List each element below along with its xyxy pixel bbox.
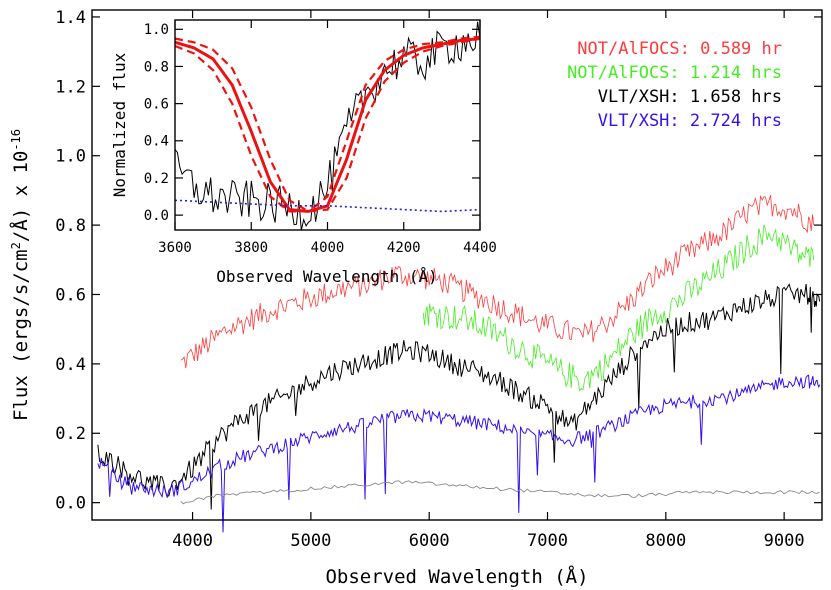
inset-x-tick-label: 3800 bbox=[234, 240, 268, 256]
main-y-tick-label: 0.4 bbox=[55, 355, 86, 375]
inset-series-error bbox=[174, 199, 481, 213]
inset-x-tick-label: 4000 bbox=[311, 240, 345, 256]
main-y-tick-label: 1.2 bbox=[55, 77, 86, 97]
legend-entry-not-alfocs-0589: NOT/AlFOCS: 0.589 hr bbox=[577, 39, 782, 59]
inset-line-error bbox=[174, 199, 481, 213]
main-y-ticks: 0.0 0.2 0.4 0.6 0.8 1.0 1.2 1.4 bbox=[55, 8, 822, 514]
inset-series-model bbox=[174, 37, 481, 213]
main-series-group bbox=[97, 194, 821, 533]
legend: NOT/AlFOCS: 0.589 hr NOT/AlFOCS: 1.214 h… bbox=[567, 39, 782, 131]
main-line-not-alfocs-1-214-hrs bbox=[422, 224, 815, 392]
y-label-mid: /Å) x 10 bbox=[9, 151, 32, 243]
main-y-tick-label: 0.8 bbox=[55, 216, 86, 236]
main-x-tick-label: 8000 bbox=[645, 531, 686, 551]
main-y-tick-label: 0.2 bbox=[55, 424, 86, 444]
main-x-tick-label: 4000 bbox=[172, 531, 213, 551]
main-y-tick-label: 0.0 bbox=[55, 494, 86, 514]
inset-y-ticks: 0.0 0.2 0.4 0.6 0.8 1.0 bbox=[144, 22, 480, 224]
legend-entry-not-alfocs-1214: NOT/AlFOCS: 1.214 hrs bbox=[567, 63, 782, 83]
inset-y-tick-label: 1.0 bbox=[144, 22, 169, 38]
main-series-vlt-xsh-1-658-hrs bbox=[97, 283, 821, 510]
y-label-main: Flux (ergs/s/cm bbox=[10, 249, 32, 421]
inset-series-model-lower bbox=[174, 35, 481, 213]
main-series-not-alfocs-1-214-hrs bbox=[422, 224, 815, 392]
main-x-ticks: 4000 5000 6000 7000 8000 9000 bbox=[172, 10, 805, 551]
main-x-tick-label: 5000 bbox=[290, 531, 331, 551]
legend-entry-vlt-xsh-2724: VLT/XSH: 2.724 hrs bbox=[598, 111, 782, 131]
main-x-tick-label: 6000 bbox=[409, 531, 450, 551]
main-y-tick-label: 1.4 bbox=[55, 8, 86, 28]
inset-y-tick-label: 0.0 bbox=[144, 208, 169, 224]
inset-x-tick-label: 4400 bbox=[463, 240, 497, 256]
inset-y-tick-label: 0.4 bbox=[144, 134, 169, 150]
inset-x-tick-label: 4200 bbox=[387, 240, 421, 256]
inset-x-axis-label: Observed Wavelength (Å) bbox=[216, 267, 438, 286]
main-line-not-alfocs-0-589-hr bbox=[180, 194, 815, 369]
inset-y-tick-label: 0.8 bbox=[144, 59, 169, 75]
inset-line-data bbox=[174, 21, 481, 231]
y-label-exponent: -16 bbox=[9, 129, 23, 151]
inset-y-axis-label: Normalized flux bbox=[110, 52, 129, 197]
inset-line-model-lower bbox=[174, 35, 481, 213]
inset-plot: 3600 3800 4000 4200 4400 0.00.20.40.60.81.0 … bbox=[110, 19, 497, 286]
main-y-tick-label: 0.6 bbox=[55, 285, 86, 305]
inset-series-model-upper bbox=[174, 37, 481, 213]
main-y-axis-label: Flux (ergs/s/cm2/Å) x 10-16 bbox=[9, 129, 32, 421]
y-label-sup2: 2 bbox=[9, 242, 23, 249]
main-y-tick-label: 1.0 bbox=[55, 147, 86, 167]
inset-series-data bbox=[174, 21, 481, 231]
inset-x-ticks: 3600 3800 4000 4200 4400 bbox=[158, 20, 497, 256]
main-x-tick-label: 9000 bbox=[764, 531, 805, 551]
main-line-error bbox=[180, 480, 820, 505]
inset-y-tick-label: 0.6 bbox=[144, 97, 169, 113]
inset-y-tick-label: 0.2 bbox=[144, 171, 169, 187]
inset-line-model-upper bbox=[174, 37, 481, 213]
main-plot-frame bbox=[91, 9, 823, 521]
main-series-not-alfocs-0-589-hr bbox=[180, 194, 815, 369]
inset-series-group bbox=[174, 21, 481, 231]
main-line-vlt-xsh-2-724-hrs bbox=[97, 374, 821, 533]
main-line-vlt-xsh-1-658-hrs bbox=[97, 283, 821, 510]
inset-x-tick-label: 3600 bbox=[158, 240, 192, 256]
main-x-axis-label: Observed Wavelength (Å) bbox=[325, 565, 588, 588]
main-series-vlt-xsh-2-724-hrs bbox=[97, 374, 821, 533]
inset-background bbox=[175, 20, 480, 230]
main-series-error bbox=[180, 480, 820, 505]
inset-line-model bbox=[174, 37, 481, 213]
legend-entry-vlt-xsh-1658: VLT/XSH: 1.658 hrs bbox=[598, 87, 782, 107]
main-x-tick-label: 7000 bbox=[527, 531, 568, 551]
main-plot: 4000 5000 6000 7000 8000 9000 0.0 0.2 0.4 0.6 0.8… bbox=[9, 8, 823, 588]
